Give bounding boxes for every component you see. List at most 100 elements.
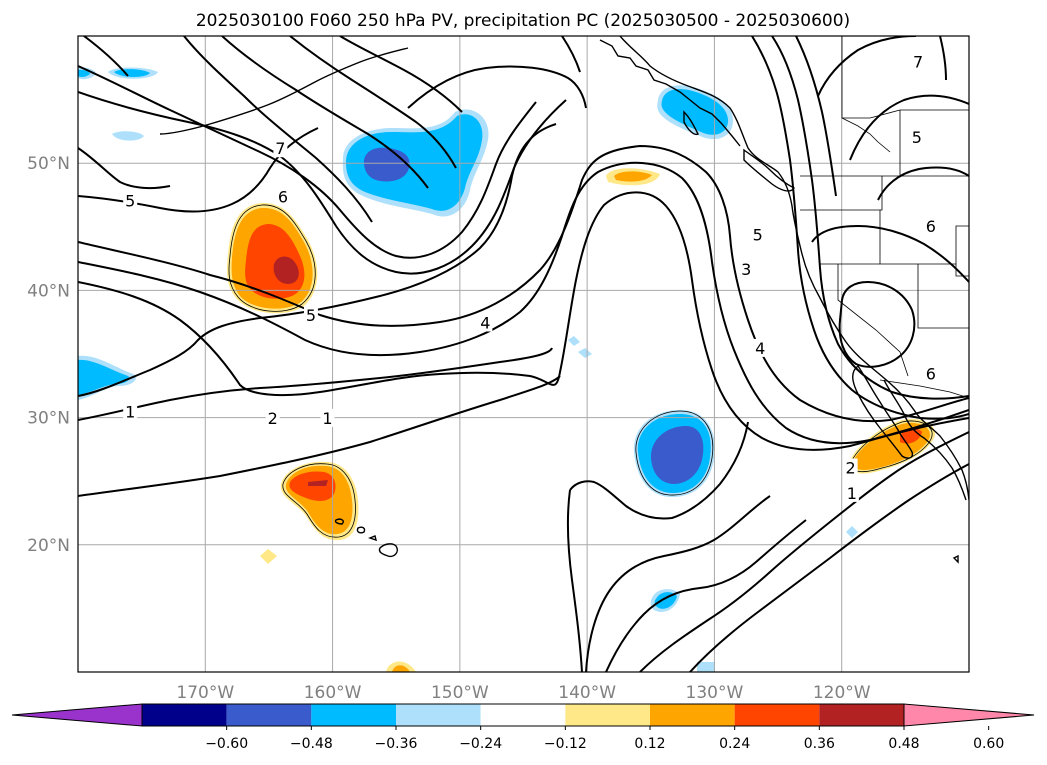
hawaii-islands bbox=[356, 526, 366, 534]
colorbar-tick-label: −0.12 bbox=[544, 736, 587, 752]
hawaii-islands bbox=[378, 543, 398, 558]
pv-contour bbox=[78, 65, 537, 259]
state-boundary bbox=[800, 176, 883, 211]
neg-anomaly-strong bbox=[364, 147, 410, 182]
shading-outlines bbox=[228, 204, 933, 538]
contour-label-bg bbox=[478, 313, 493, 332]
pos-anomaly-light bbox=[260, 549, 277, 564]
contour-label-bg bbox=[303, 305, 318, 324]
pv-contour bbox=[849, 94, 969, 161]
longitude-tick-label: 150°W bbox=[431, 683, 489, 703]
precipitation-shading bbox=[78, 67, 936, 672]
pv-contour bbox=[78, 191, 969, 451]
neg-anomaly-light bbox=[112, 131, 144, 141]
pv-contour bbox=[183, 36, 373, 223]
pv-contour bbox=[751, 36, 969, 420]
hawaii-islands bbox=[334, 518, 344, 525]
colorbar: −0.60 −0.48 −0.36 −0.24 −0.12 0.12 0.24 0.36 0.4… bbox=[11, 703, 1035, 752]
colorbar-tick-label: 0.60 bbox=[973, 736, 1004, 752]
contour-label: 4 bbox=[755, 339, 765, 358]
contour-label: 1 bbox=[322, 409, 332, 428]
shading-outline bbox=[635, 410, 714, 496]
colorbar-segment bbox=[565, 704, 650, 726]
longitude-tick-label: 140°W bbox=[558, 683, 616, 703]
pv-contour bbox=[78, 123, 557, 397]
pv-contour bbox=[605, 519, 807, 672]
state-boundary bbox=[837, 264, 909, 377]
contour-label-bg bbox=[750, 225, 765, 244]
contour-label: 2 bbox=[268, 409, 278, 428]
gulf-of-california-coast bbox=[883, 379, 967, 501]
hawaii-islands bbox=[367, 535, 377, 542]
pv-contour bbox=[811, 224, 969, 283]
contour-label-bg bbox=[123, 402, 138, 421]
pv-contour bbox=[569, 421, 749, 520]
neg-anomaly-mid bbox=[346, 114, 483, 211]
pv-contour bbox=[585, 495, 771, 672]
pos-anomaly-vstrong bbox=[308, 480, 328, 486]
haida-gwaii bbox=[683, 110, 699, 136]
latitude-tick-label: 20°N bbox=[27, 536, 70, 556]
pv-contour bbox=[817, 36, 917, 97]
contour-label-bg bbox=[273, 139, 288, 158]
pv-contour bbox=[78, 375, 561, 497]
pv-contour bbox=[639, 431, 969, 672]
contour-label: 5 bbox=[912, 128, 922, 147]
contour-label: 6 bbox=[278, 188, 288, 207]
longitude-tick-label: 160°W bbox=[304, 683, 362, 703]
pv-contour bbox=[561, 36, 581, 73]
contour-label: 4 bbox=[480, 313, 490, 332]
latitude-tick-label: 40°N bbox=[27, 281, 70, 301]
longitude-labels: 170°W 160°W 150°W 140°W 130°W 120°W bbox=[176, 683, 870, 703]
colorbar-segment bbox=[142, 704, 227, 726]
contour-label-bg bbox=[844, 483, 859, 502]
contour-label-bg bbox=[909, 127, 924, 146]
pv-contour bbox=[221, 36, 429, 189]
chart-title: 2025030100 F060 250 hPa PV, precipitatio… bbox=[196, 11, 850, 31]
contour-label: 5 bbox=[125, 191, 135, 210]
clipperton-islet bbox=[952, 554, 959, 564]
state-boundary bbox=[917, 264, 969, 329]
neg-anomaly-light bbox=[568, 336, 580, 346]
colorbar-segment bbox=[480, 704, 566, 726]
neg-anomaly-mid bbox=[78, 69, 90, 78]
contour-label: 1 bbox=[847, 484, 857, 503]
contour-label-bg bbox=[739, 260, 754, 279]
shading-outline bbox=[849, 420, 933, 473]
colorbar-segment bbox=[311, 704, 396, 726]
pv-contour bbox=[795, 36, 837, 197]
latitude-labels: 20°N 30°N 40°N 50°N bbox=[27, 154, 70, 556]
pos-anomaly-strong bbox=[289, 471, 336, 501]
neg-anomaly-light bbox=[578, 348, 592, 358]
pv-contour bbox=[771, 36, 969, 400]
alaska-panhandle-islands bbox=[599, 39, 741, 147]
colorbar-tick-label: −0.48 bbox=[290, 736, 333, 752]
latitude-tick-label: 30°N bbox=[27, 409, 70, 429]
contour-label-bg bbox=[123, 191, 138, 210]
colorbar-segment bbox=[396, 704, 481, 726]
contour-label-bg bbox=[753, 338, 768, 357]
map-frame bbox=[77, 35, 970, 673]
contour-label-bg bbox=[843, 458, 858, 477]
contour-label-bg bbox=[275, 187, 290, 206]
shading-outline bbox=[282, 463, 356, 538]
pv-contour bbox=[78, 161, 969, 445]
neg-anomaly-light bbox=[846, 526, 858, 538]
contour-label-bg bbox=[320, 408, 335, 427]
gridlines bbox=[78, 36, 969, 672]
colorbar-segment bbox=[819, 704, 904, 726]
colorbar-extend-high bbox=[903, 703, 1035, 727]
colorbar-segment bbox=[650, 704, 735, 726]
alaska-canada-border bbox=[841, 36, 891, 153]
pv-contour bbox=[78, 91, 567, 275]
longitude-tick-label: 170°W bbox=[176, 683, 234, 703]
contour-label-bg bbox=[923, 364, 938, 383]
colorbar-outline bbox=[141, 703, 905, 727]
pos-anomaly-mid bbox=[614, 171, 652, 182]
pv-contour bbox=[78, 147, 171, 190]
longitude-tick-label: 120°W bbox=[813, 683, 871, 703]
pv-contour bbox=[78, 347, 553, 421]
